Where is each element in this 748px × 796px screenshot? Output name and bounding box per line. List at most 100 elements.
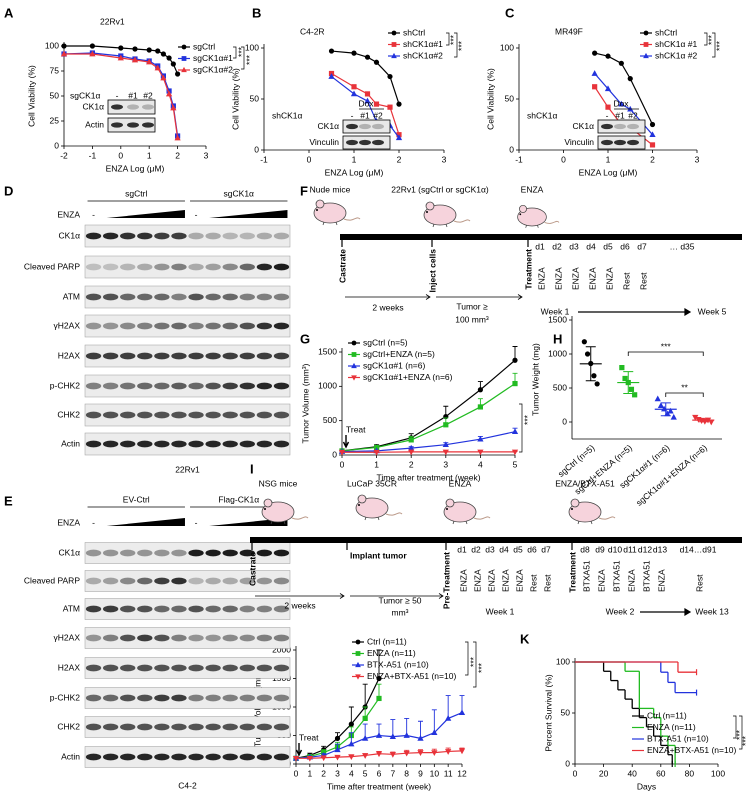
blot-band	[239, 411, 255, 419]
mouse-eye	[571, 508, 573, 510]
blot-band	[85, 263, 102, 271]
marker	[592, 84, 598, 90]
blot-band	[359, 139, 371, 146]
marker	[591, 373, 597, 379]
panel-label: B	[252, 5, 261, 20]
blot-band	[120, 440, 136, 448]
significance-bracket	[704, 32, 708, 46]
marker	[512, 380, 518, 387]
y-axis-label: Cell Viability (%)	[26, 65, 36, 127]
marker	[581, 339, 587, 345]
mouse-tail	[343, 217, 361, 221]
blot-band	[273, 694, 290, 702]
blot-row-label: γH2AX	[54, 320, 81, 330]
day-label: d14…d91	[680, 544, 717, 554]
marker	[408, 449, 415, 456]
week-arrow	[640, 607, 692, 617]
marker	[667, 407, 674, 414]
blot-band	[85, 411, 102, 419]
blot-band	[120, 549, 136, 557]
x-tick-label: 60	[656, 768, 666, 778]
marker	[619, 365, 625, 371]
blot-row-label: p-CHK2	[50, 692, 81, 702]
x-tick-label: 1	[147, 150, 152, 160]
panel-label: H	[553, 331, 562, 346]
blot-band	[120, 634, 136, 642]
marker	[591, 70, 598, 76]
y-tick-label: 1000	[548, 348, 567, 358]
marker	[131, 56, 139, 63]
marker	[334, 746, 341, 753]
chart-title: C4-2R	[300, 26, 325, 36]
blot-band	[188, 382, 204, 390]
marker	[584, 351, 591, 357]
marker	[306, 755, 313, 762]
blot-band	[137, 382, 153, 390]
condition-label: 100 mm³	[455, 314, 489, 324]
marker	[175, 71, 181, 77]
marker	[118, 45, 124, 51]
blot-band	[102, 664, 119, 672]
blot-band	[154, 753, 170, 761]
blot-band	[171, 382, 187, 390]
marker	[348, 721, 354, 727]
annotation-arrow	[295, 743, 303, 757]
panel-label: G	[300, 331, 310, 346]
marker	[374, 444, 380, 451]
mouse-tail	[473, 516, 491, 520]
x-tick-label: 2	[397, 154, 402, 164]
marker	[364, 54, 371, 60]
blot-band	[188, 549, 204, 557]
blot-band	[205, 753, 221, 761]
marker	[445, 749, 452, 755]
y-axis-label: Percent Survival (%)	[543, 674, 553, 752]
x-tick-label: 7	[390, 768, 395, 778]
timeline-bar	[250, 537, 742, 543]
legend-label: ENZA+BTX-A51 (n=10)	[367, 671, 456, 681]
series-line	[331, 72, 400, 135]
blot-band	[85, 753, 102, 761]
blot-band	[85, 664, 102, 672]
mouse-leg	[445, 223, 448, 228]
blot-band	[239, 263, 255, 271]
scheme-label: ENZA/BTX-A51	[555, 478, 615, 488]
blot-band	[205, 232, 221, 240]
x-tick-label: 3	[442, 154, 447, 164]
treatment-label: ENZA	[553, 267, 563, 290]
x-tick-label: 1	[374, 459, 379, 469]
blot-band	[256, 753, 273, 761]
blot-band	[171, 232, 187, 240]
marker	[375, 751, 383, 758]
blot-band	[205, 411, 221, 419]
series-line	[341, 431, 516, 453]
blot-row-label: γH2AX	[54, 632, 81, 642]
day-label: d11	[623, 544, 637, 554]
blot-band	[171, 577, 187, 585]
y-tick-label: 100	[556, 656, 570, 666]
x-tick-label: 2	[321, 768, 326, 778]
significance: ***	[734, 729, 744, 740]
marker	[320, 755, 327, 762]
sd-bar	[660, 402, 671, 417]
blot-treatment: ENZA	[57, 209, 80, 219]
mouse-icon	[313, 199, 361, 226]
blot-band	[273, 634, 290, 642]
week-label: Week 2	[606, 606, 635, 616]
x-tick-label: 20	[599, 768, 609, 778]
significance-bracket	[454, 32, 458, 58]
inset-label: shCK1α	[527, 110, 558, 120]
x-axis-label: ENZA Log (μM)	[325, 167, 384, 177]
blot-band	[239, 723, 255, 731]
blot-group: sgCK1α	[224, 188, 255, 198]
mouse-tail	[544, 220, 560, 224]
blot-band	[205, 322, 221, 330]
blot-band	[111, 122, 123, 128]
marker	[408, 437, 414, 443]
week-label: Week 1	[486, 606, 515, 616]
inset-label: sgCK1α	[70, 90, 101, 100]
marker	[117, 54, 124, 61]
enza-wedge	[209, 210, 288, 218]
treatment-label: Rest	[694, 574, 704, 592]
blot-strip	[84, 716, 291, 738]
marker	[657, 402, 665, 409]
